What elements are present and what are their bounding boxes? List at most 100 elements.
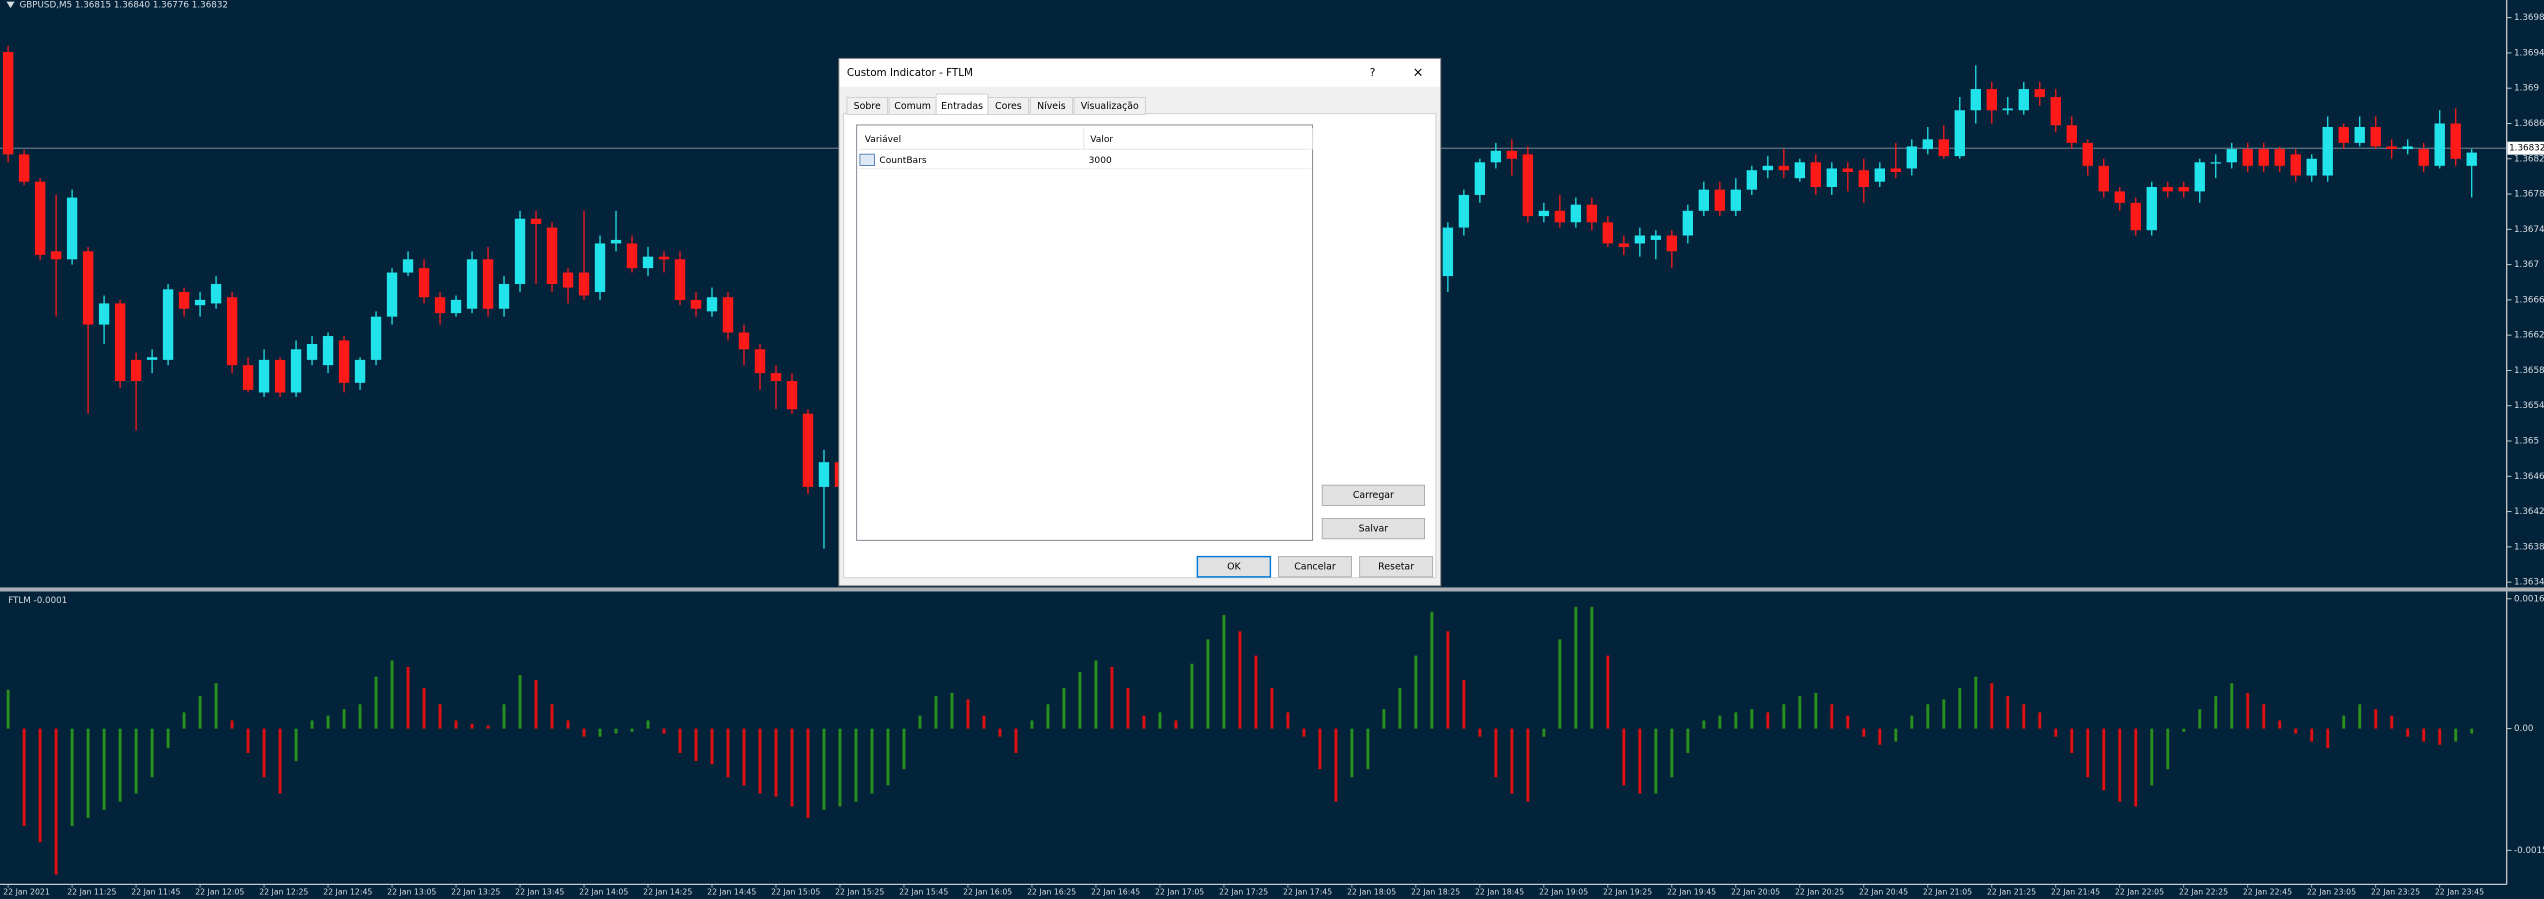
histogram-bar [1526, 728, 1530, 802]
histogram-bar [102, 728, 106, 810]
candle-body [2274, 149, 2285, 166]
button[interactable] [1196, 555, 1272, 578]
histogram-bar [1446, 631, 1450, 729]
button-label[interactable]: OK [1227, 561, 1241, 572]
histogram-bar [1942, 699, 1946, 729]
histogram-bar [2070, 728, 2074, 753]
tab-label[interactable]: Visualização [1081, 101, 1139, 112]
x-tick-label: 22 Jan 20:25 [1795, 888, 1844, 897]
histogram-bar [182, 712, 186, 729]
button[interactable] [1359, 556, 1434, 578]
button[interactable] [1321, 517, 1425, 540]
candle-body [1906, 146, 1917, 169]
tab-label[interactable]: Comum [894, 101, 931, 112]
candle-body [642, 256, 654, 269]
candle-body [2130, 202, 2141, 231]
histogram-bar [278, 728, 282, 794]
histogram-bar [2134, 728, 2138, 807]
histogram-bar [422, 688, 426, 729]
button-label[interactable]: Resetar [1378, 561, 1414, 572]
candle-body [1458, 194, 1470, 228]
histogram-bar [1926, 704, 1930, 729]
button[interactable] [1278, 556, 1352, 578]
histogram-bar [166, 728, 170, 749]
y-tick-label: 1.3654 [2514, 401, 2544, 411]
dialog-title: Custom Indicator - FTLM [847, 67, 973, 79]
column-header: Valor [1090, 135, 1113, 145]
help-button[interactable]: ? [1370, 66, 1376, 79]
x-tick-label: 22 Jan 16:45 [1091, 888, 1140, 897]
candle-body [1698, 189, 1710, 211]
histogram-bar [1302, 728, 1306, 737]
dialog-titlebar [839, 59, 1440, 87]
histogram-bar [1574, 606, 1578, 729]
histogram-bar [534, 679, 538, 729]
x-tick-label: 22 Jan 20:45 [1859, 888, 1908, 897]
candle-body [1474, 162, 1486, 195]
tab[interactable] [1073, 96, 1146, 115]
histogram-bar [1606, 655, 1610, 729]
tab[interactable] [987, 96, 1030, 115]
x-tick-label: 22 Jan 15:25 [835, 888, 884, 897]
histogram-bar [150, 728, 154, 778]
button-label[interactable]: Carregar [1353, 490, 1394, 501]
candle-body [2210, 162, 2221, 164]
histogram-bar [2214, 696, 2218, 729]
y-tick-label: 1.3658 [2514, 366, 2544, 376]
x-tick-label: 22 Jan 19:25 [1603, 888, 1652, 897]
y-tick-label: 1.365 [2514, 437, 2539, 447]
button-label[interactable]: Salvar [1359, 523, 1389, 534]
tab-label[interactable]: Cores [995, 101, 1022, 112]
histogram-bar [1974, 676, 1978, 729]
parameter-name[interactable]: CountBars [879, 156, 926, 166]
x-tick-label: 22 Jan 13:05 [387, 888, 436, 897]
candle-body [2386, 146, 2397, 150]
tab-label[interactable]: Sobre [854, 101, 881, 112]
close-button[interactable]: × [1413, 66, 1424, 81]
histogram-bar [806, 728, 810, 818]
candle-body [18, 154, 30, 182]
histogram-bar [1142, 715, 1146, 729]
histogram-bar [70, 728, 74, 826]
y-tick-label: 1.3698 [2514, 13, 2544, 23]
histogram-bar [1782, 704, 1786, 729]
y-tick-label: 1.3674 [2514, 225, 2544, 235]
histogram-bar [518, 675, 522, 729]
x-tick-label: 22 Jan 11:45 [131, 888, 180, 897]
column-header: Variável [865, 135, 901, 145]
x-tick-label: 22 Jan 22:45 [2243, 888, 2292, 897]
x-tick-label: 22 Jan 12:45 [323, 888, 372, 897]
histogram-bar [2278, 720, 2282, 729]
button-label[interactable]: Cancelar [1294, 561, 1336, 572]
current-price-label: 1.36832 [2509, 144, 2544, 154]
tab[interactable] [846, 96, 888, 115]
tab[interactable] [1029, 96, 1073, 115]
tab-strip: Sobre Comum Entradas Cores Níveis Visualizaçã… [846, 93, 1146, 115]
candle-body [530, 218, 542, 225]
candle-body [1586, 204, 1598, 223]
y-tick-label: 1.3686 [2514, 119, 2544, 129]
histogram-bar [1702, 720, 1706, 729]
candle-body [738, 332, 750, 350]
histogram-bar [438, 704, 442, 729]
histogram-bar [1478, 728, 1482, 737]
tab-label[interactable]: Níveis [1037, 101, 1066, 112]
candle-body [1938, 139, 1949, 157]
candle-body [2402, 146, 2413, 150]
candle-body [1570, 204, 1582, 223]
y-tick-label: 1.3638 [2514, 542, 2544, 552]
histogram-bar [902, 728, 906, 770]
histogram-bar [854, 728, 858, 802]
candle-body [290, 349, 302, 393]
candle-body [1970, 89, 1981, 111]
parameter-value[interactable]: 3000 [1089, 156, 1112, 166]
histogram-bar [2406, 728, 2410, 737]
histogram-bar [1542, 728, 1546, 737]
candle-body [2418, 149, 2429, 166]
y-tick-label: 1.3646 [2514, 472, 2544, 482]
tab-label[interactable]: Entradas [941, 101, 983, 112]
button[interactable] [1321, 484, 1425, 506]
x-tick-label: 22 Jan 18:25 [1411, 888, 1460, 897]
candle-body [722, 297, 734, 333]
